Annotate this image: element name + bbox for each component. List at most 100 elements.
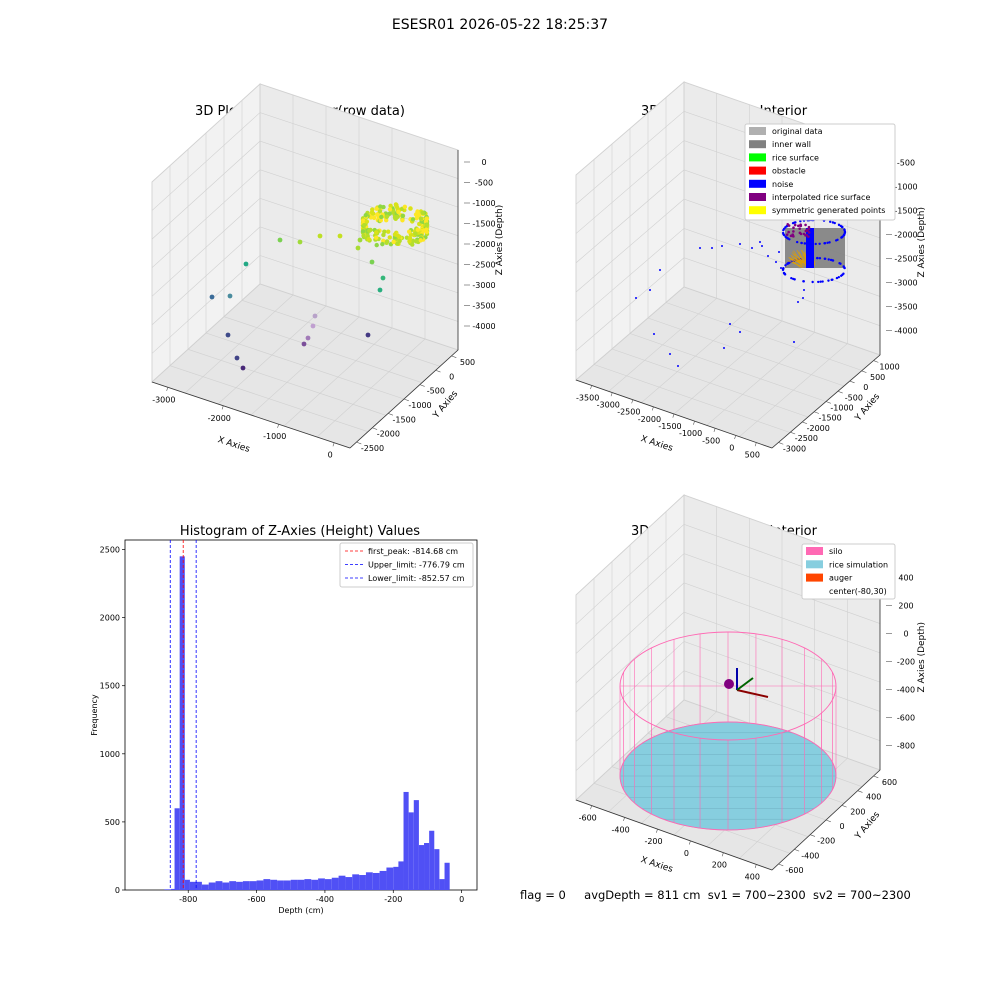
data-point [365,332,371,338]
z-label: -4000 [894,326,917,335]
histogram-bar [189,881,197,890]
noise-point [818,257,822,260]
noise-point [782,233,786,237]
data-point [374,206,379,211]
noise-point [711,247,713,249]
y-tick [849,380,855,384]
x-label: -500 [702,436,720,445]
z-label: -600 [897,713,915,722]
interpolated-point [798,227,802,230]
y-tick [837,390,843,394]
noise-point [782,272,786,275]
histogram-bar [195,881,202,890]
x-tick [277,424,280,428]
x-label: -1500 [658,422,681,431]
data-point [310,323,316,329]
histogram-bar [270,879,278,890]
histogram-bar [304,879,312,890]
y-tick [802,421,808,425]
x-label: -3500 [576,393,599,402]
y-tick [419,384,425,387]
y-tick-label: 500 [105,818,120,827]
histogram-bar [359,875,366,890]
legend-swatch [749,153,766,162]
x-tick [651,406,654,411]
legend-entry: rice simulation [829,560,888,569]
noise-point [811,280,814,284]
y-tick [861,370,867,373]
data-point [366,236,371,242]
data-point [305,335,311,341]
y-label: -1500 [393,415,416,424]
interpolated-point [799,223,802,226]
y-tick [778,442,784,445]
noise-point [841,225,844,229]
histogram-bar [242,881,250,890]
interpolated-point [791,233,795,236]
x-tick-label: 0 [459,895,464,904]
y-label: 1000 [879,363,899,372]
data-point [378,204,383,209]
y-label: -2000 [377,430,400,439]
noise-point [826,241,829,244]
x-tick [754,442,757,447]
noise-point [817,280,820,284]
interpolated-point [807,225,811,229]
legend-swatch [749,179,766,188]
x-label: -400 [612,825,630,834]
x-axis-label: X Axies [639,434,674,454]
noise-point [669,353,671,355]
histogram-bar [208,882,216,890]
y-label: -2500 [361,444,384,453]
noise-point [729,323,731,325]
x-label: -600 [579,814,597,823]
histogram-bar [403,791,409,890]
grid-line [241,300,441,367]
histogram-bar [418,845,425,890]
data-point [386,229,391,234]
y-tick [790,431,796,435]
data-point [355,245,361,251]
noise-point [829,220,832,223]
data-point [402,204,408,210]
z-label: -500 [897,158,915,167]
histogram-bar [413,800,419,890]
noise-point [761,245,763,247]
noise-point [829,258,833,262]
data-point [312,313,318,319]
noise-point [843,231,847,234]
data-point [415,209,420,214]
legend-entry: silo [829,547,843,556]
grid-line [187,349,387,416]
panel4-3d-simulation: -600-400-2000200400-600-400-200020040060… [575,493,927,881]
histogram-bar [229,881,237,890]
y-tick-label: 0 [115,886,120,895]
interpolated-point [787,230,790,234]
data-point [225,332,231,338]
data-point [380,275,386,281]
data-point [395,214,400,219]
noise-point [840,235,844,239]
histogram-bar [379,870,387,890]
x-tick [332,442,335,447]
noise-wall [806,228,814,268]
noise-point [784,235,787,239]
noise-point [835,276,839,280]
legend-swatch [806,573,823,582]
data-point [337,233,343,239]
grid-line [223,316,423,383]
y-tick [873,360,879,363]
x-tick [610,392,613,397]
y-label: 200 [850,807,865,816]
histogram-bar [398,861,404,890]
data-point [384,218,389,223]
data-point [227,293,233,299]
legend-entry: rice surface [772,153,819,162]
legend-swatch [749,206,766,215]
z-label: -4000 [472,322,495,331]
legend-entry: inner wall [772,140,811,149]
z-label: -3500 [894,302,917,311]
z-axis-label: Z Axies (Depth) [495,205,505,276]
x-axis-label: Depth (cm) [278,906,323,915]
x-label: -3000 [152,395,175,404]
